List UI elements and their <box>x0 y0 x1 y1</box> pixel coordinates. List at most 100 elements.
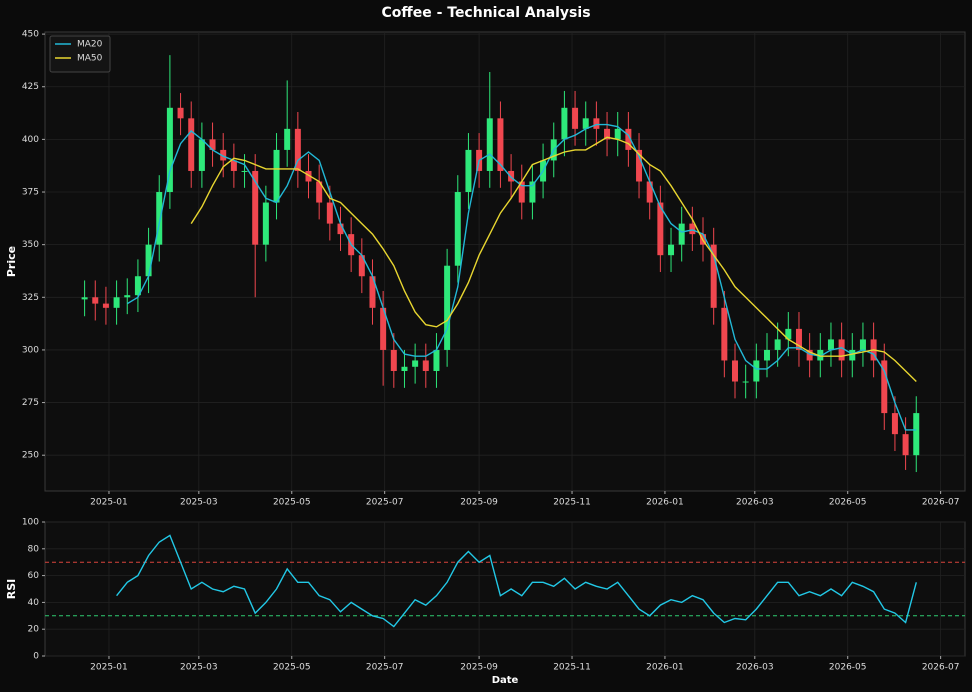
candle-body <box>849 349 856 361</box>
candle-body <box>881 360 888 414</box>
candle-body <box>561 107 568 140</box>
candle-body <box>614 128 621 140</box>
candle-body <box>678 223 685 245</box>
x-tick-label: 2026-05 <box>829 663 867 673</box>
candle-body <box>721 307 728 361</box>
candle-body <box>305 170 312 182</box>
x-tick-label: 2026-07 <box>922 663 960 673</box>
candle-body <box>486 118 493 171</box>
candle-body <box>859 339 866 350</box>
candle-body <box>156 192 163 245</box>
candle-body <box>134 276 141 296</box>
candle-body <box>220 149 227 161</box>
x-tick-label: 2026-07 <box>922 498 960 508</box>
candle-body <box>774 339 781 350</box>
x-tick-label: 2026-03 <box>736 498 774 508</box>
x-axis-label: Date <box>492 675 519 686</box>
candle-body <box>390 349 397 371</box>
candle-body <box>891 413 898 435</box>
candle-body <box>689 223 696 235</box>
candle-body <box>593 118 600 129</box>
candle-body <box>732 360 738 382</box>
plot-area <box>44 31 966 492</box>
candle-body <box>433 349 440 371</box>
candle-body <box>902 434 909 456</box>
x-tick-label: 2026-05 <box>829 498 867 508</box>
candle-body <box>369 276 376 308</box>
legend-label: MA50 <box>77 54 103 64</box>
x-tick-label: 2026-01 <box>646 663 684 673</box>
x-tick-label: 2025-03 <box>180 498 218 508</box>
rsi-line <box>116 534 917 628</box>
candle-body <box>241 170 248 172</box>
y-tick-label: 100 <box>22 518 39 528</box>
legend-label: MA20 <box>77 40 103 50</box>
y-tick-label: 20 <box>28 625 40 635</box>
candle-body <box>625 128 632 150</box>
candle-body <box>113 297 120 308</box>
candle-body <box>102 303 109 308</box>
y-tick-label: 350 <box>22 240 39 250</box>
candle-body <box>838 339 845 361</box>
y-tick-label: 0 <box>33 652 39 662</box>
candle-body <box>284 128 291 150</box>
y-tick-label: 325 <box>22 293 39 303</box>
y-tick-label: 400 <box>22 135 39 145</box>
x-tick-label: 2025-09 <box>460 663 498 673</box>
candle-body <box>166 107 173 193</box>
candle-body <box>273 149 280 203</box>
candle-body <box>230 160 237 171</box>
x-tick-label: 2026-01 <box>646 498 684 508</box>
candle-body <box>444 265 451 350</box>
x-tick-label: 2025-11 <box>553 498 591 508</box>
x-tick-label: 2025-01 <box>90 663 128 673</box>
candle-body <box>518 181 525 203</box>
legend-box <box>49 35 111 73</box>
y-axis-label: Price <box>5 246 18 277</box>
candle-body <box>209 139 216 150</box>
candle-body <box>529 181 536 203</box>
candle-body <box>124 295 131 298</box>
candle-body <box>252 170 259 245</box>
candle-body <box>337 223 344 235</box>
candle-body <box>316 181 323 203</box>
candle-body <box>401 366 408 371</box>
candle-body <box>817 349 824 361</box>
candle-body <box>177 107 184 119</box>
candle-body <box>81 297 88 300</box>
x-tick-label: 2025-11 <box>553 663 591 673</box>
candle-body <box>92 297 99 304</box>
x-tick-label: 2025-07 <box>366 663 404 673</box>
x-tick-label: 2025-05 <box>273 498 311 508</box>
x-tick-label: 2025-05 <box>273 663 311 673</box>
chart-title: Coffee - Technical Analysis <box>381 5 590 21</box>
candle-body <box>742 381 749 383</box>
candle-body <box>710 244 717 308</box>
ma-line <box>126 123 917 431</box>
x-tick-label: 2025-09 <box>460 498 498 508</box>
candle-body <box>636 149 643 182</box>
candle-body <box>827 339 834 350</box>
candle-body <box>465 149 472 193</box>
x-tick-label: 2025-01 <box>90 498 128 508</box>
x-tick-label: 2025-03 <box>180 663 218 673</box>
y-tick-label: 250 <box>22 451 39 461</box>
candle-body <box>572 107 579 129</box>
candle-body <box>380 307 387 350</box>
candle-body <box>145 244 152 277</box>
legend: MA20 MA50 <box>49 35 111 73</box>
candle-body <box>262 202 269 245</box>
candle-body <box>763 349 770 361</box>
candle-body <box>188 118 195 171</box>
y-tick-label: 450 <box>22 30 39 40</box>
y-tick-label: 375 <box>22 188 39 198</box>
candle-body <box>913 413 920 456</box>
y-axis-label: RSI <box>5 579 18 600</box>
y-tick-label: 300 <box>22 345 39 355</box>
candle-body <box>422 360 429 371</box>
plot-area <box>44 521 966 657</box>
y-tick-label: 60 <box>28 571 40 581</box>
y-tick-label: 425 <box>22 82 39 92</box>
y-tick-label: 40 <box>28 598 40 608</box>
candle-body <box>795 328 802 350</box>
